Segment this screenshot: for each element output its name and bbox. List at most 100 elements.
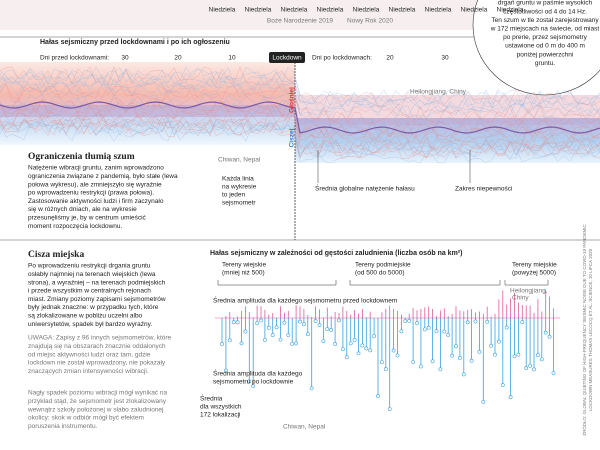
dot	[348, 341, 353, 346]
body-line: są zlokalizowane w pobliżu uczelni albo	[28, 313, 143, 320]
dot	[251, 384, 256, 389]
group-label: (od 500 do 5000)	[355, 270, 405, 277]
dot	[454, 344, 458, 349]
body-line: uniwersytetów, spadek był bardzo wyraźny…	[28, 321, 152, 328]
body-line: Po wprowadzeniu restrykcji drgania grunt…	[28, 263, 151, 270]
dot	[333, 342, 338, 346]
wave	[0, 84, 600, 125]
body-line: moment rozpoczęcia lockdownu.	[28, 223, 122, 230]
dot	[532, 367, 536, 372]
dot	[270, 333, 275, 337]
tick-label: 30	[441, 55, 449, 62]
tick-label: 20	[174, 55, 182, 62]
dot	[450, 353, 455, 358]
section-heading: Cisza miejska	[28, 250, 84, 260]
intro-line: ustawione od 0 m do 400 m	[505, 43, 585, 50]
wave	[0, 118, 600, 158]
wave	[0, 82, 600, 124]
mean-label: dla wszystkich	[200, 404, 242, 411]
dot	[231, 320, 236, 325]
credit: ŹRÓDŁO: GLOBAL QUIETING OF HIGH-FREQUENC…	[581, 223, 587, 435]
intro-line: drgań gruntu w paśmie wysokich	[498, 0, 593, 7]
note-line: sejsmometr	[222, 200, 256, 207]
day-label: Niedziela	[281, 7, 308, 14]
dot	[290, 341, 295, 346]
range-label: Zakres niepewności	[455, 186, 512, 193]
axis-label: Dni po lockdownach:	[312, 55, 372, 62]
wave	[0, 113, 600, 154]
extra-line: wewnątrz szkoły położonej w słabo zaludn…	[27, 406, 164, 413]
dot	[465, 320, 470, 325]
body-line: po wprowadzeniu restrykcji (prawa połowa…	[28, 190, 154, 197]
dot	[539, 357, 544, 362]
tick-label: 30	[121, 55, 129, 62]
wave	[0, 103, 600, 144]
dot	[301, 322, 306, 327]
dot	[434, 329, 439, 334]
dot	[282, 320, 287, 325]
body-line: Zastosowanie aktywności ludzi i firm zac…	[28, 198, 164, 205]
station-label: Chiwan, Nepal	[218, 157, 261, 164]
dot	[340, 347, 345, 352]
dot	[500, 383, 505, 387]
dot	[360, 343, 365, 348]
body-line: osłabły najmniej na terenach wiejskich (…	[28, 271, 156, 278]
holiday-label: Nowy Rok 2020	[347, 18, 393, 25]
group-label: Tereny miejskie	[512, 262, 557, 269]
dot	[395, 353, 400, 358]
louder: Głośniej	[289, 87, 296, 113]
dot	[274, 325, 279, 330]
dot	[259, 318, 263, 323]
dot	[399, 329, 404, 334]
dot	[485, 319, 490, 324]
wave	[0, 66, 600, 107]
note-line: to jeden	[222, 192, 246, 199]
dot	[352, 338, 357, 342]
dot	[223, 368, 228, 373]
dot	[298, 319, 302, 324]
note-line: znaczących zmian intensywności wibracji.	[28, 368, 149, 375]
section-text: Po wprowadzeniu restrykcji drgania grunt…	[27, 263, 172, 430]
station-label: Heilongjiang,	[510, 288, 548, 295]
extra-line: okolicy: skok w odbiór mógł być efektem	[28, 415, 144, 422]
wave	[0, 68, 600, 109]
dot	[391, 348, 396, 353]
dot	[356, 351, 361, 356]
dot	[368, 348, 373, 353]
note-line: lockdown nie został wprowadzony, nie pok…	[28, 360, 166, 367]
dot	[426, 325, 431, 330]
dot	[543, 330, 548, 335]
dot	[266, 325, 271, 330]
station-label: Heilongjiang, Chiny	[410, 89, 467, 96]
extra-line: przykład stąd, że sejsmometr jest zlokal…	[28, 398, 167, 405]
mean-label: Średnia globalne natężenie hałasu	[315, 184, 415, 193]
dot	[512, 354, 517, 359]
day-label: Niedziela	[353, 7, 380, 14]
dot	[516, 352, 521, 357]
dot	[469, 358, 474, 363]
group-label: (mniej niż 500)	[222, 270, 265, 277]
dot	[247, 379, 252, 384]
panel-title: Hałas sejsmiczny w zależności od gęstośc…	[210, 250, 462, 257]
body-line: miast. Zmiany poziomy zapisami sejsmomet…	[28, 296, 166, 303]
dot	[227, 338, 232, 343]
dot	[536, 353, 540, 358]
station-label: Chiny	[512, 295, 529, 302]
intro-line: Ten szum w tle został zarejestrowany	[491, 17, 599, 24]
note-line: znajdują się na obszarach znacznie oddal…	[28, 343, 166, 350]
dot	[504, 325, 509, 330]
group-label: (powyżej 5000)	[512, 270, 556, 277]
dot	[255, 321, 260, 326]
dot	[278, 337, 283, 342]
intro-line: poniżej powierzchni	[517, 51, 574, 58]
dot	[325, 327, 330, 331]
dot	[446, 333, 451, 337]
note-line: na wykresie	[222, 184, 257, 191]
body-line: przesunęliśmy je, by w centrum umieścić	[28, 215, 147, 222]
dot	[407, 318, 412, 323]
dot	[235, 320, 240, 325]
tick-label: 10	[228, 55, 236, 62]
dot	[430, 359, 435, 364]
wave	[0, 108, 600, 149]
dot	[403, 319, 408, 323]
